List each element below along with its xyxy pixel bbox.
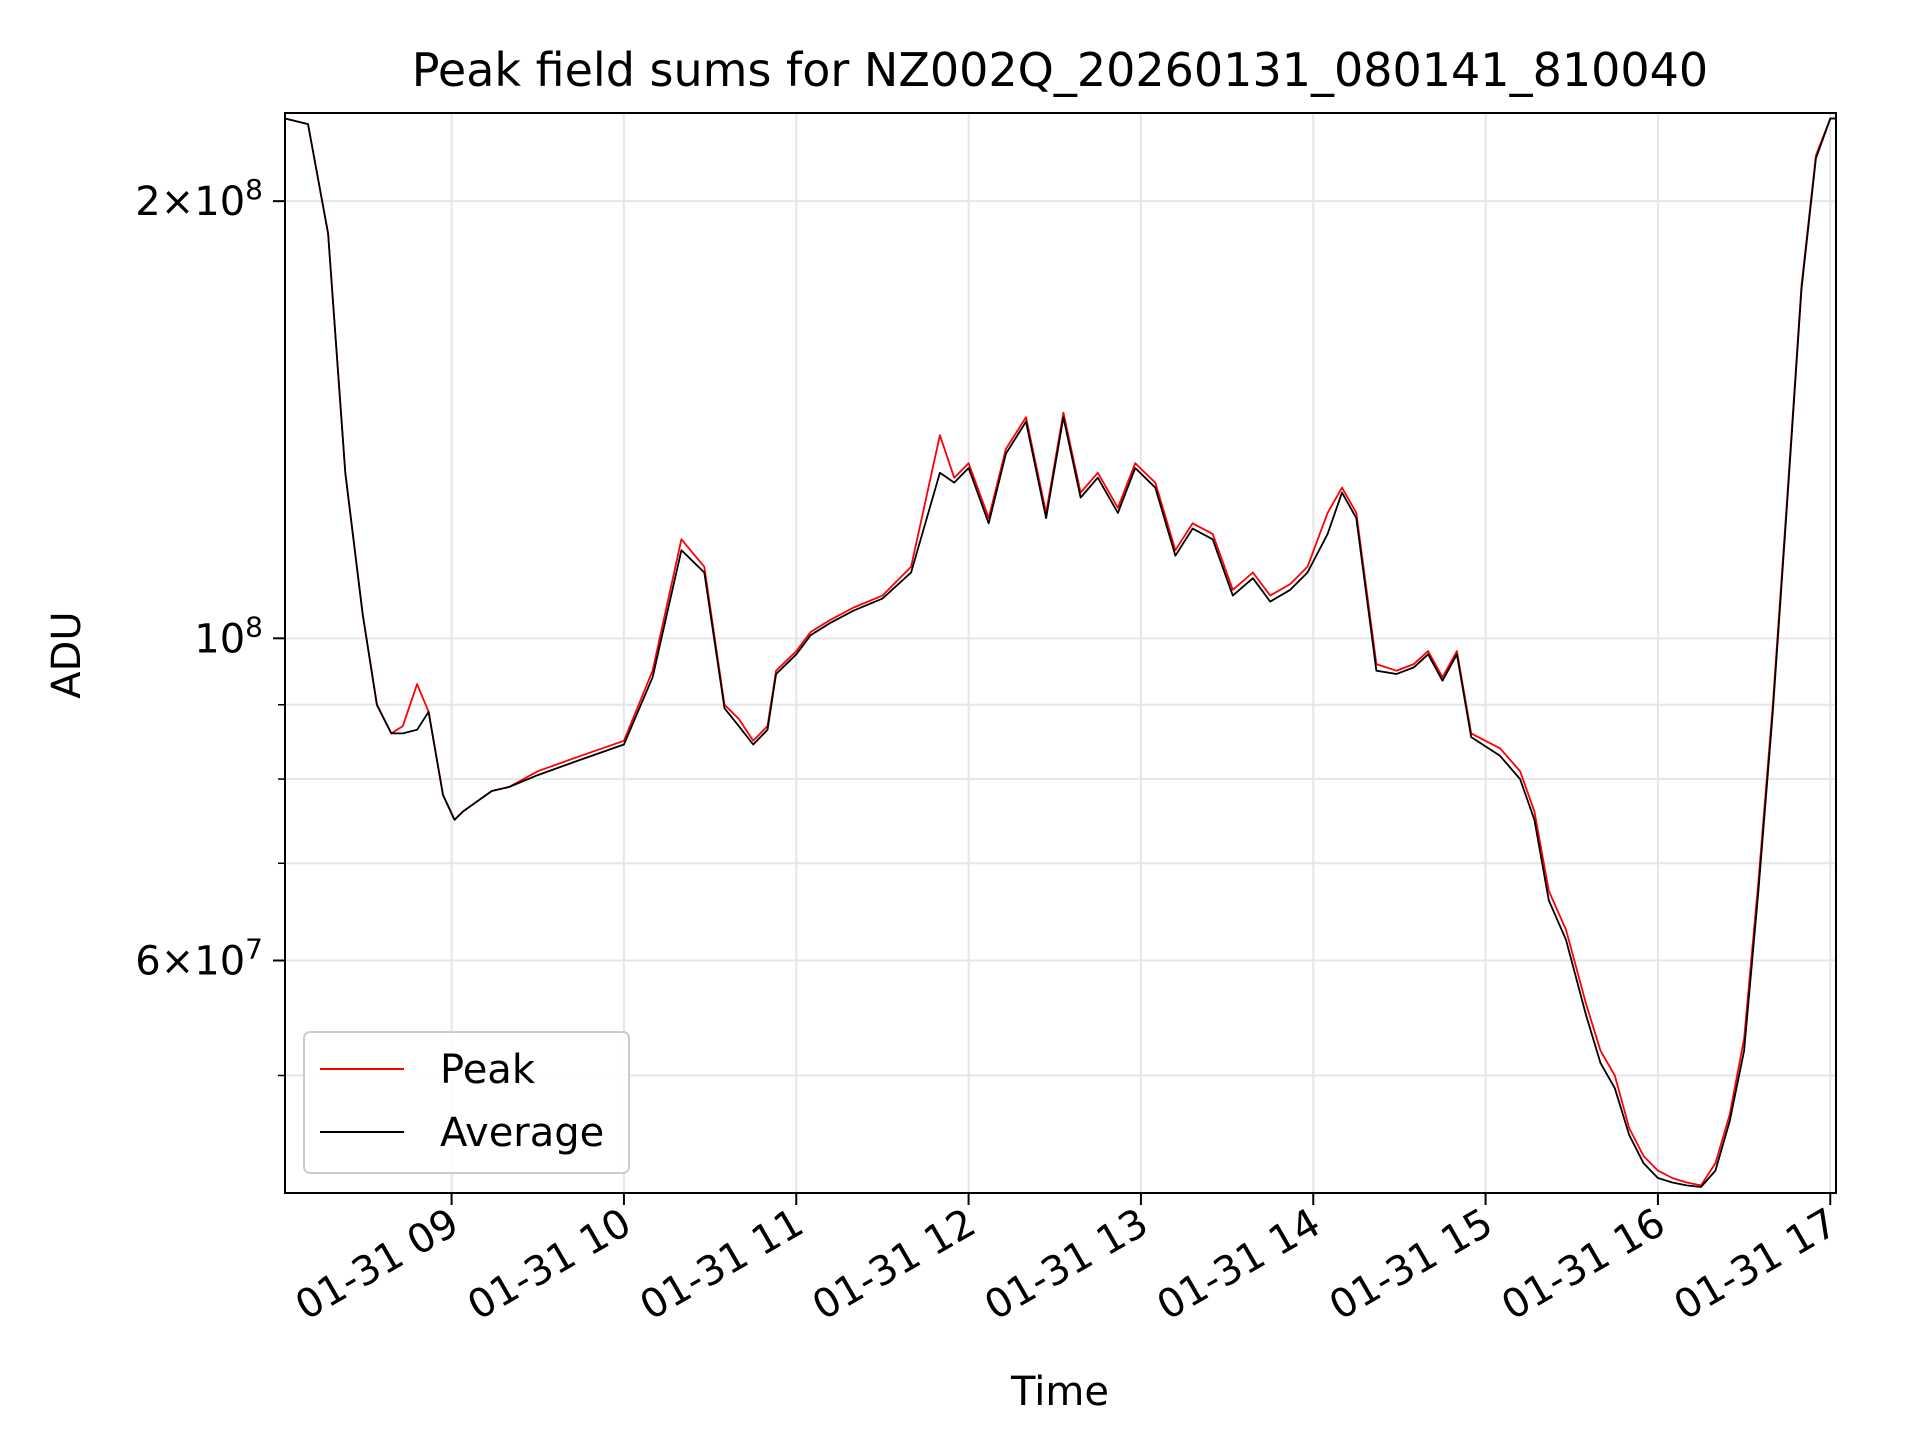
legend: Peak Average	[303, 1031, 630, 1174]
legend-peak-label: Peak	[440, 1047, 536, 1093]
legend-box	[303, 1031, 630, 1174]
y-tick-label: 2×108	[135, 173, 263, 225]
plot-frame	[284, 112, 1837, 1194]
y-axis-label: ADU	[44, 611, 90, 698]
chart-title: Peak field sums for NZ002Q_20260131_0801…	[412, 43, 1708, 97]
series-layer	[284, 117, 1836, 1188]
y-tick-label: 6×107	[135, 932, 263, 984]
series-line-average	[284, 117, 1836, 1188]
y-tick-label: 108	[194, 610, 263, 662]
legend-average-label: Average	[440, 1110, 604, 1156]
grid-layer	[285, 113, 1836, 1193]
x-axis-label: Time	[1010, 1369, 1109, 1415]
